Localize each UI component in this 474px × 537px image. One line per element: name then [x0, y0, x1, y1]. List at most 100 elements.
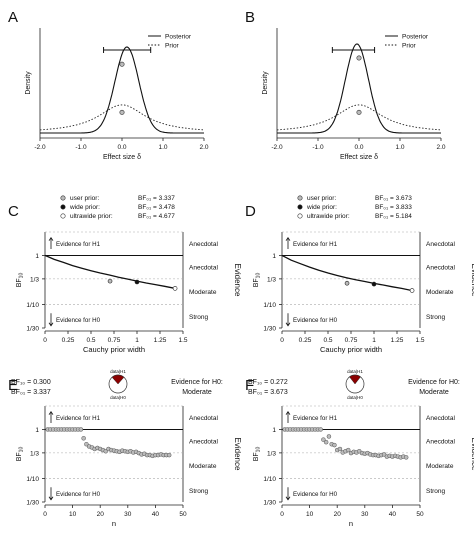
legend-bf-value: BF₀₁ = 3.833: [375, 204, 412, 211]
x-tick-label: 0: [43, 511, 47, 518]
legend-prior-label: wide prior:: [69, 204, 100, 211]
evidence-h0-label: Evidence for H0:: [408, 379, 460, 386]
x-tick-label: -2.0: [34, 144, 46, 151]
legend-prior-label: wide prior:: [306, 204, 337, 211]
legend-marker: [297, 213, 303, 219]
posterior-curve: [40, 46, 204, 134]
prior-marker: [344, 280, 350, 286]
sequential-point: [81, 436, 86, 441]
panel-letter: A: [8, 9, 18, 26]
x-tick-label: 1.25: [154, 337, 167, 344]
evidence-axis-label: Evidence: [470, 438, 474, 471]
prior-marker: [107, 278, 113, 284]
prior-curve: [276, 104, 442, 131]
x-tick-label: 2.0: [199, 144, 208, 151]
x-tick-label: 0.75: [108, 337, 121, 344]
sequential-point: [337, 446, 343, 452]
legend-marker: [60, 213, 66, 219]
evidence-category-label: Anecdotal: [189, 265, 218, 272]
sequential-point: [345, 447, 351, 453]
legend-prior-label: user prior:: [307, 195, 336, 202]
x-tick-label: 0.5: [86, 337, 95, 344]
y-tick-label: 1: [272, 427, 276, 434]
prior-curve: [39, 104, 205, 131]
x-tick-label: 1.0: [158, 144, 167, 151]
arrow-up-head: [48, 410, 54, 415]
y-tick-label: 1/30: [263, 500, 276, 507]
y-tick-label: 1: [35, 253, 39, 260]
legend-prior-label: Prior: [402, 43, 417, 50]
y-tick-label: 1/30: [26, 500, 39, 507]
x-tick-label: 20: [334, 511, 342, 518]
y-tick-label: 1/30: [26, 326, 39, 333]
x-tick-label: 10: [69, 511, 77, 518]
y-tick-label: 1/3: [30, 450, 39, 457]
evidence-axis-label: Evidence: [233, 264, 242, 297]
x-tick-label: 50: [179, 511, 187, 518]
y-axis-label-subscript: 10: [256, 447, 262, 453]
legend-prior-label: ultrawide prior:: [70, 213, 113, 220]
x-tick-label: 0: [280, 511, 284, 518]
bf10-value: BF₁₀ = 0.300: [11, 379, 51, 386]
evidence-category-label: Strong: [426, 488, 446, 495]
y-axis-label: BF10: [253, 273, 262, 288]
legend-prior-label: user prior:: [70, 195, 99, 202]
x-tick-label: 0: [280, 337, 284, 344]
evidence-category-label: Moderate: [189, 463, 217, 470]
legend-marker: [297, 204, 303, 210]
x-axis-label: n: [112, 519, 116, 528]
legend-bf-value: BF₀₁ = 3.337: [138, 195, 175, 202]
panel-A: A -2.0 -1.0 0.0 1.0 2.0 Effect size δ Density Po…: [8, 9, 209, 161]
arrow-up-head: [285, 410, 291, 415]
legend-prior-label: Prior: [165, 43, 180, 50]
pie-label-h0: data|H0: [110, 395, 126, 400]
x-tick-label: 0.25: [299, 337, 312, 344]
prior-marker: [134, 279, 140, 285]
x-tick-label: 0.0: [354, 144, 363, 151]
annotation-h1: Evidence for H1: [56, 415, 101, 422]
prior-marker: [172, 286, 178, 291]
y-axis-label: Density: [25, 71, 32, 95]
legend-marker: [60, 204, 66, 210]
pie-label-h1: data|H1: [110, 369, 126, 374]
evidence-h0-category: Moderate: [419, 389, 449, 396]
x-tick-label: 30: [361, 511, 369, 518]
annotation-h1: Evidence for H1: [56, 241, 101, 248]
arrow-down-head: [285, 322, 291, 327]
x-tick-label: 20: [97, 511, 105, 518]
density-point: [356, 55, 362, 61]
legend-marker: [60, 195, 66, 201]
x-axis-label: Effect size δ: [340, 154, 378, 161]
evidence-category-label: Moderate: [426, 463, 454, 470]
y-axis-label: BF10: [253, 447, 262, 462]
panel-letter: D: [245, 203, 256, 220]
prior-marker: [371, 281, 377, 287]
x-axis-label: Cauchy prior width: [83, 345, 145, 354]
evidence-h0-label: Evidence for H0:: [171, 379, 223, 386]
prior-marker: [409, 288, 415, 293]
legend-prior-label: ultrawide prior:: [307, 213, 350, 220]
sequential-point: [403, 455, 409, 460]
y-tick-label: 1/3: [267, 450, 276, 457]
evidence-category-label: Strong: [189, 488, 209, 495]
y-tick-label: 1/10: [263, 476, 276, 483]
x-tick-label: 30: [124, 511, 132, 518]
x-axis-label: Effect size δ: [103, 154, 141, 161]
density-point: [119, 109, 125, 115]
x-tick-label: 0: [43, 337, 47, 344]
evidence-category-label: Anecdotal: [189, 439, 218, 446]
sequential-point: [332, 442, 337, 448]
pie-label-h0: data|H0: [347, 395, 363, 400]
legend-bf-value: BF₀₁ = 3.478: [138, 204, 175, 211]
legend-bf-value: BF₀₁ = 3.673: [375, 195, 412, 202]
y-axis-label: Density: [262, 71, 269, 95]
y-axis-label: BF10: [16, 273, 25, 288]
bf-robustness-curve: [281, 254, 412, 292]
panel-B: B -2.0 -1.0 0.0 1.0 2.0 Effect size δ Density Po…: [245, 9, 446, 161]
bf01-value: BF₀₁ = 3.673: [248, 389, 288, 396]
density-point: [356, 109, 362, 115]
arrow-down-head: [48, 322, 54, 327]
x-tick-label: 50: [416, 511, 424, 518]
evidence-category-label: Strong: [426, 314, 446, 321]
